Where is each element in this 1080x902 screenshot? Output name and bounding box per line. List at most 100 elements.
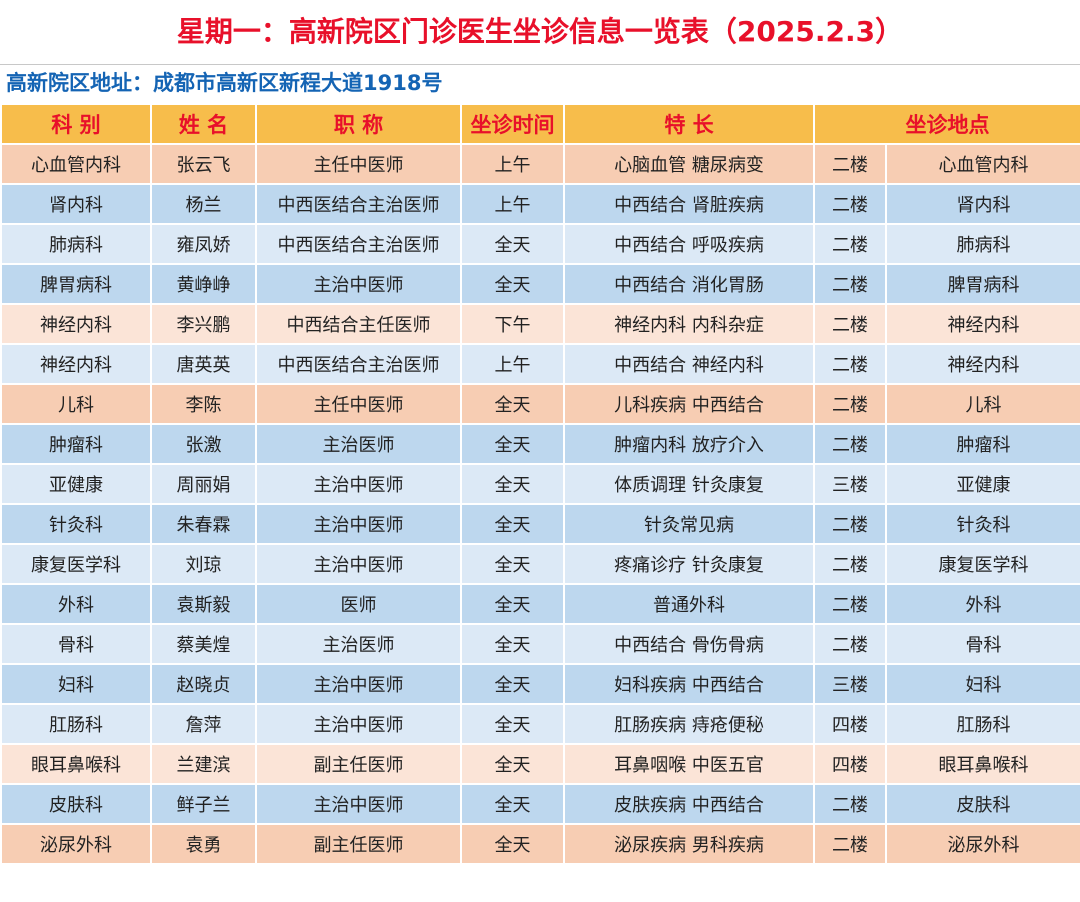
cell-time: 全天 (460, 663, 565, 705)
cell-floor: 四楼 (813, 743, 887, 785)
cell-specialty: 针灸常见病 (563, 503, 815, 545)
cell-specialty: 普通外科 (563, 583, 815, 625)
cell-title: 主任中医师 (255, 143, 462, 185)
cell-department: 肛肠科 (0, 703, 152, 745)
cell-name: 袁斯毅 (150, 583, 257, 625)
cell-time: 全天 (460, 263, 565, 305)
cell-time: 全天 (460, 383, 565, 425)
table-row: 外科 袁斯毅 医师 全天 普通外科 二楼 外科 (0, 583, 1080, 625)
cell-specialty: 儿科疾病 中西结合 (563, 383, 815, 425)
header-name: 姓 名 (150, 103, 257, 145)
cell-name: 张激 (150, 423, 257, 465)
cell-title: 主治中医师 (255, 703, 462, 745)
cell-department: 针灸科 (0, 503, 152, 545)
table-row: 妇科 赵晓贞 主治中医师 全天 妇科疾病 中西结合 三楼 妇科 (0, 663, 1080, 705)
cell-time: 全天 (460, 223, 565, 265)
cell-room: 肾内科 (885, 183, 1080, 225)
cell-specialty: 体质调理 针灸康复 (563, 463, 815, 505)
cell-room: 妇科 (885, 663, 1080, 705)
cell-time: 全天 (460, 423, 565, 465)
cell-title: 主治医师 (255, 623, 462, 665)
cell-specialty: 肿瘤内科 放疗介入 (563, 423, 815, 465)
cell-time: 上午 (460, 183, 565, 225)
table-row: 脾胃病科 黄峥峥 主治中医师 全天 中西结合 消化胃肠 二楼 脾胃病科 (0, 263, 1080, 305)
cell-name: 朱春霖 (150, 503, 257, 545)
cell-department: 眼耳鼻喉科 (0, 743, 152, 785)
cell-floor: 二楼 (813, 623, 887, 665)
cell-floor: 二楼 (813, 183, 887, 225)
header-specialty: 特 长 (563, 103, 815, 145)
cell-title: 中西医结合主治医师 (255, 223, 462, 265)
cell-name: 雍凤娇 (150, 223, 257, 265)
cell-room: 肿瘤科 (885, 423, 1080, 465)
cell-time: 上午 (460, 143, 565, 185)
cell-specialty: 中西结合 骨伤骨病 (563, 623, 815, 665)
cell-time: 全天 (460, 543, 565, 585)
cell-time: 全天 (460, 743, 565, 785)
table-row: 皮肤科 鲜子兰 主治中医师 全天 皮肤疾病 中西结合 二楼 皮肤科 (0, 783, 1080, 825)
cell-title: 主治中医师 (255, 663, 462, 705)
cell-room: 心血管内科 (885, 143, 1080, 185)
cell-room: 骨科 (885, 623, 1080, 665)
cell-specialty: 疼痛诊疗 针灸康复 (563, 543, 815, 585)
cell-department: 肾内科 (0, 183, 152, 225)
cell-department: 妇科 (0, 663, 152, 705)
cell-title: 主治医师 (255, 423, 462, 465)
cell-time: 全天 (460, 503, 565, 545)
cell-name: 黄峥峥 (150, 263, 257, 305)
cell-floor: 二楼 (813, 543, 887, 585)
header-location: 坐诊地点 (813, 103, 1080, 145)
cell-name: 张云飞 (150, 143, 257, 185)
cell-time: 全天 (460, 823, 565, 865)
cell-specialty: 肛肠疾病 痔疮便秘 (563, 703, 815, 745)
cell-room: 神经内科 (885, 303, 1080, 345)
cell-room: 针灸科 (885, 503, 1080, 545)
cell-specialty: 心脑血管 糖尿病变 (563, 143, 815, 185)
cell-room: 康复医学科 (885, 543, 1080, 585)
doctor-schedule-table: 科 别 姓 名 职 称 坐诊时间 特 长 坐诊地点 心血管内科 张云飞 主任中医师上… (0, 103, 1080, 865)
cell-room: 皮肤科 (885, 783, 1080, 825)
table-header-row: 科 别 姓 名 职 称 坐诊时间 特 长 坐诊地点 (0, 103, 1080, 145)
page-title: 星期一：高新院区门诊医生坐诊信息一览表（2025.2.3） (0, 0, 1080, 65)
cell-specialty: 耳鼻咽喉 中医五官 (563, 743, 815, 785)
cell-floor: 二楼 (813, 383, 887, 425)
cell-department: 神经内科 (0, 303, 152, 345)
cell-specialty: 泌尿疾病 男科疾病 (563, 823, 815, 865)
cell-department: 脾胃病科 (0, 263, 152, 305)
cell-department: 骨科 (0, 623, 152, 665)
cell-title: 主治中医师 (255, 263, 462, 305)
table-row: 针灸科 朱春霖 主治中医师 全天 针灸常见病 二楼 针灸科 (0, 503, 1080, 545)
cell-name: 李陈 (150, 383, 257, 425)
cell-department: 神经内科 (0, 343, 152, 385)
cell-floor: 三楼 (813, 663, 887, 705)
table-row: 骨科 蔡美煌 主治医师 全天 中西结合 骨伤骨病 二楼 骨科 (0, 623, 1080, 665)
cell-specialty: 妇科疾病 中西结合 (563, 663, 815, 705)
cell-floor: 二楼 (813, 583, 887, 625)
table-row: 肾内科 杨兰 中西医结合主治医师 上午 中西结合 肾脏疾病 二楼 肾内科 (0, 183, 1080, 225)
table-row: 肛肠科 詹萍 主治中医师 全天 肛肠疾病 痔疮便秘 四楼 肛肠科 (0, 703, 1080, 745)
cell-room: 外科 (885, 583, 1080, 625)
table-row: 泌尿外科 袁勇 副主任医师 全天 泌尿疾病 男科疾病 二楼 泌尿外科 (0, 823, 1080, 865)
cell-name: 兰建滨 (150, 743, 257, 785)
cell-time: 全天 (460, 783, 565, 825)
cell-department: 肺病科 (0, 223, 152, 265)
cell-title: 主治中医师 (255, 463, 462, 505)
cell-name: 詹萍 (150, 703, 257, 745)
table-row: 肺病科 雍凤娇 中西医结合主治医师 全天 中西结合 呼吸疾病 二楼 肺病科 (0, 223, 1080, 265)
table-row: 心血管内科 张云飞 主任中医师 上午 心脑血管 糖尿病变 二楼 心血管内科 (0, 143, 1080, 185)
table-row: 神经内科 唐英英 中西医结合主治医师 上午 中西结合 神经内科 二楼 神经内科 (0, 343, 1080, 385)
cell-time: 全天 (460, 583, 565, 625)
cell-specialty: 中西结合 神经内科 (563, 343, 815, 385)
cell-department: 康复医学科 (0, 543, 152, 585)
table-row: 眼耳鼻喉科 兰建滨 副主任医师 全天 耳鼻咽喉 中医五官 四楼 眼耳鼻喉科 (0, 743, 1080, 785)
cell-title: 中西结合主任医师 (255, 303, 462, 345)
cell-room: 亚健康 (885, 463, 1080, 505)
cell-name: 周丽娟 (150, 463, 257, 505)
cell-floor: 三楼 (813, 463, 887, 505)
cell-time: 全天 (460, 703, 565, 745)
header-department: 科 别 (0, 103, 152, 145)
cell-floor: 二楼 (813, 783, 887, 825)
cell-title: 医师 (255, 583, 462, 625)
cell-title: 主治中医师 (255, 783, 462, 825)
